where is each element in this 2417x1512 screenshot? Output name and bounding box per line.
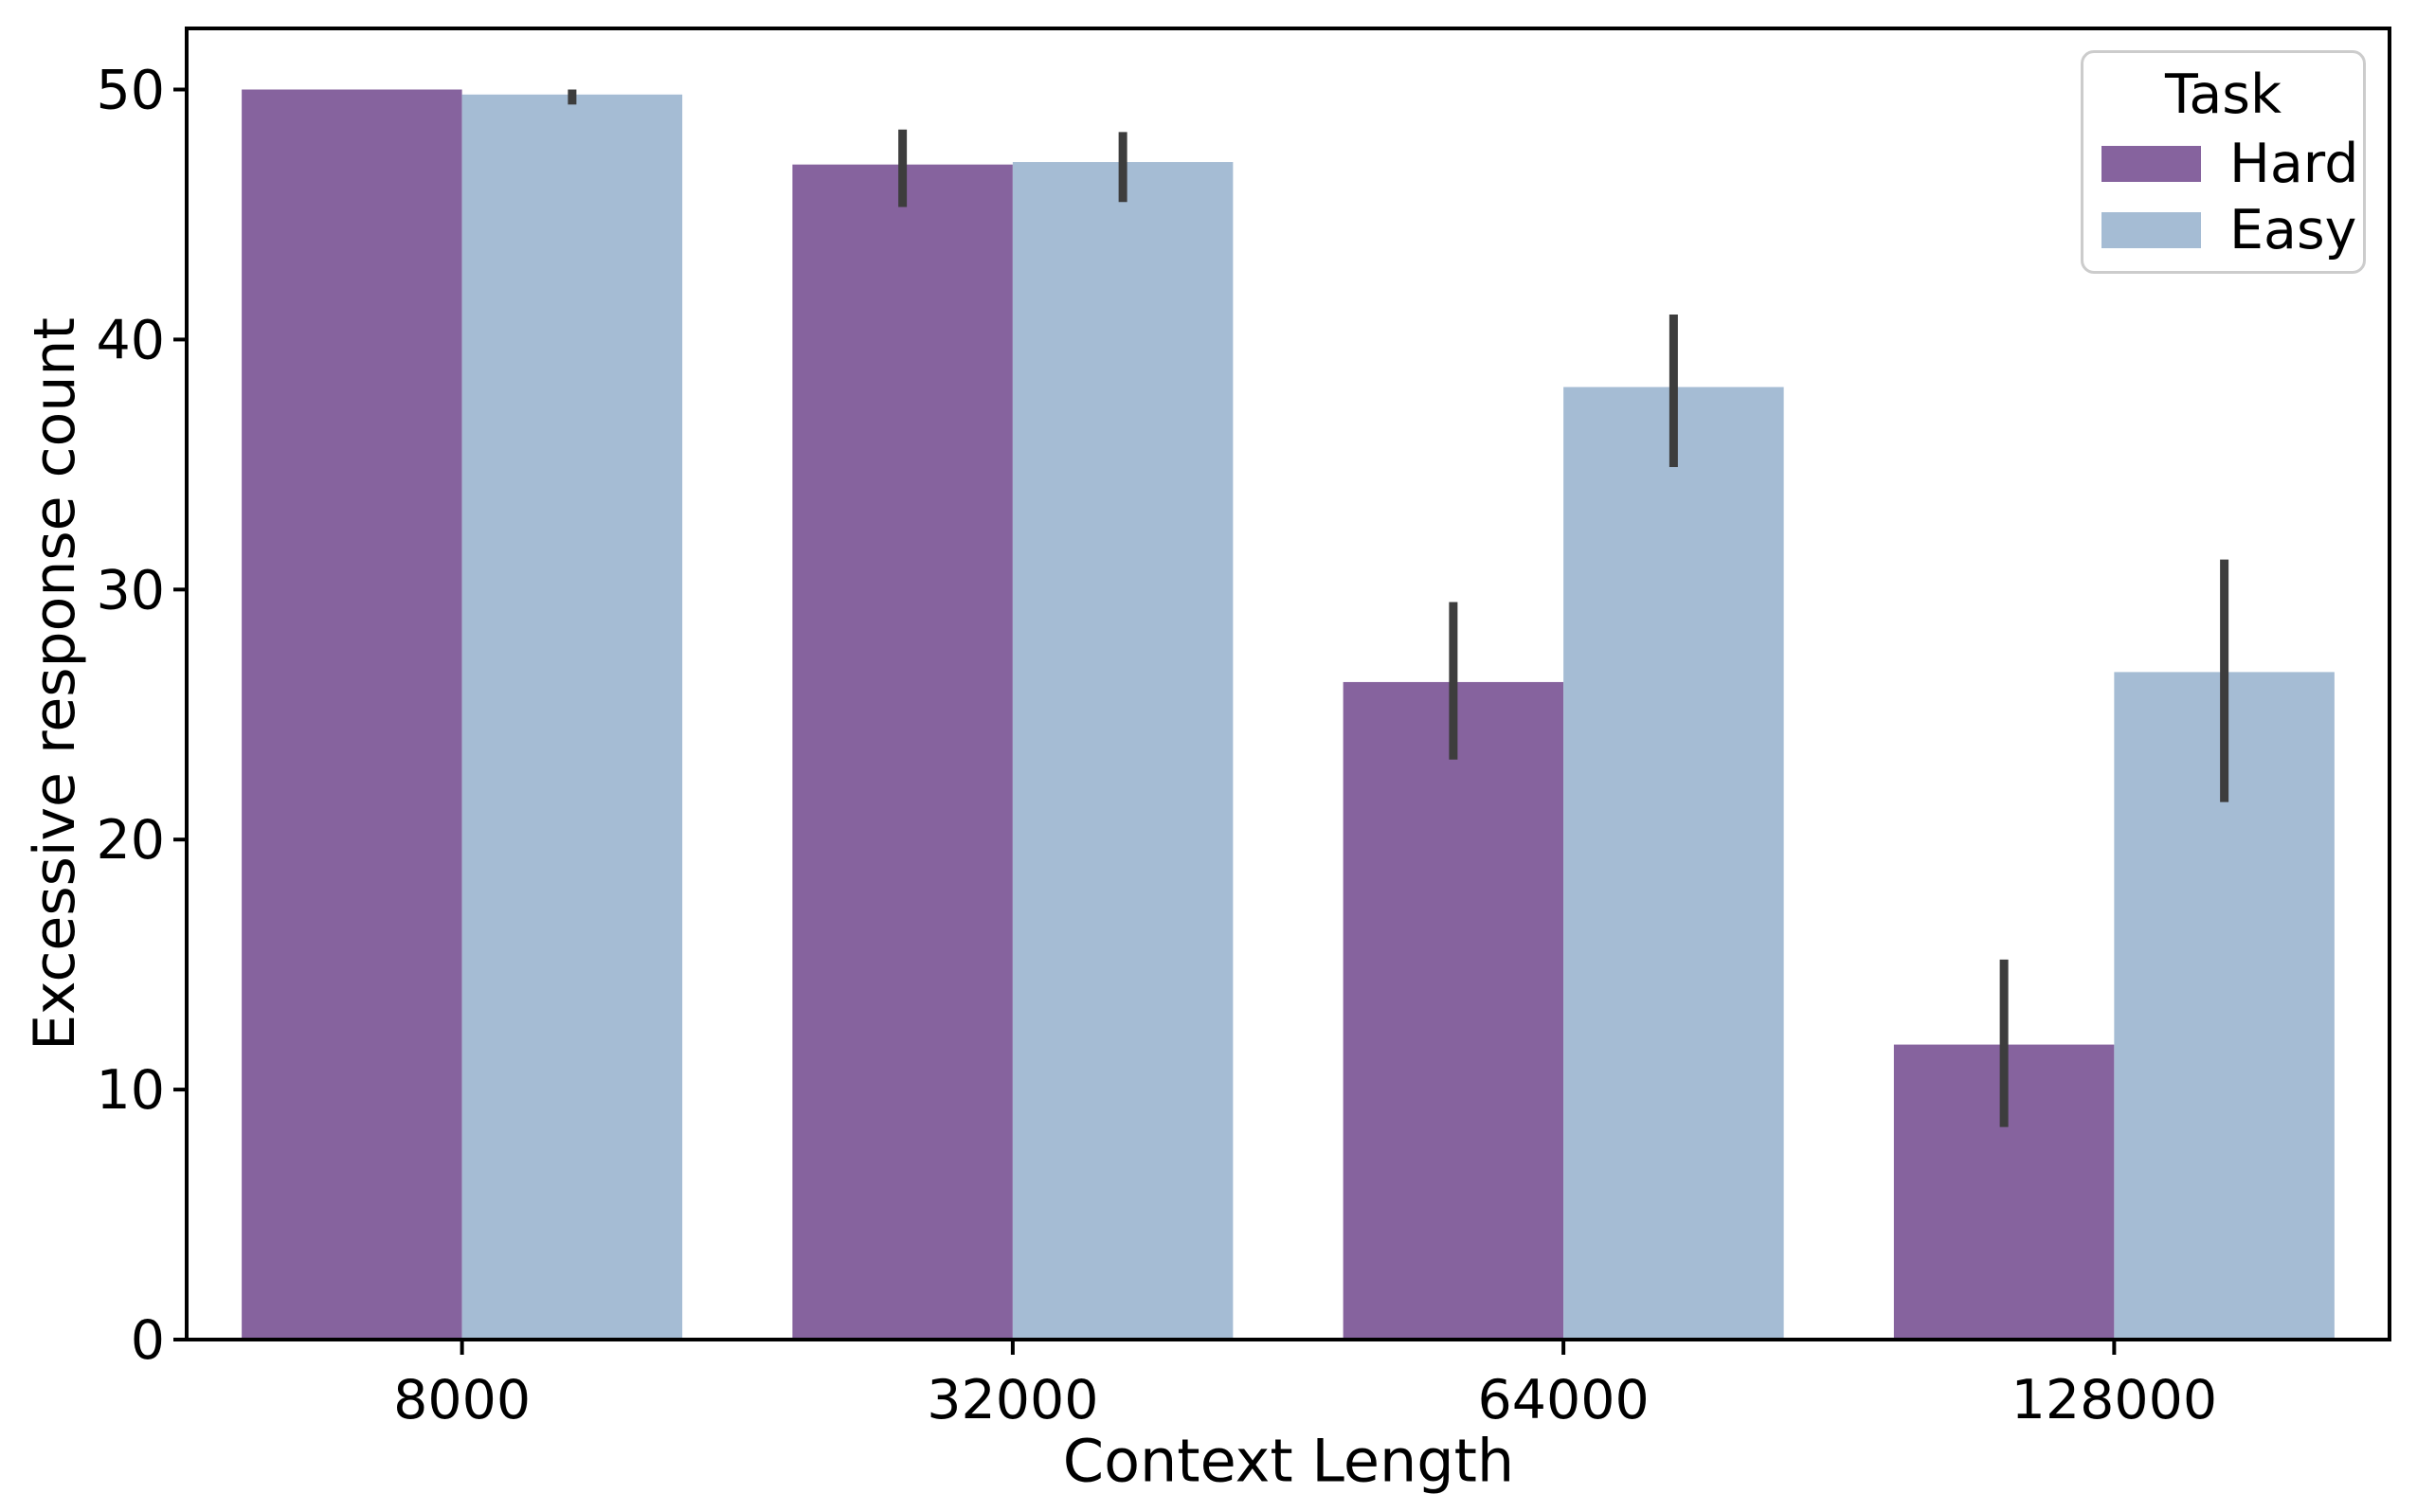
y-axis-title: Excessive response count bbox=[22, 317, 88, 1051]
legend-title: Task bbox=[2164, 63, 2282, 126]
legend: Task Hard Easy bbox=[2081, 50, 2366, 274]
legend-label-easy: Easy bbox=[2229, 199, 2357, 261]
y-tick-label-0: 0 bbox=[131, 1309, 165, 1372]
x-tick-label-32000: 32000 bbox=[927, 1369, 1098, 1431]
y-tick-label-20: 20 bbox=[96, 809, 165, 872]
bar-easy-64000 bbox=[1563, 387, 1784, 1340]
x-tick-label-8000: 8000 bbox=[393, 1369, 531, 1431]
bar-easy-8000 bbox=[461, 94, 683, 1341]
legend-swatch-hard bbox=[2101, 146, 2201, 182]
y-tick-label-30: 30 bbox=[96, 559, 165, 621]
x-tick-label-128000: 128000 bbox=[2011, 1369, 2218, 1431]
y-tick-label-50: 50 bbox=[96, 60, 165, 122]
legend-swatch-easy bbox=[2101, 212, 2201, 248]
legend-item-easy: Easy bbox=[2083, 203, 2363, 258]
y-tick-label-10: 10 bbox=[96, 1059, 165, 1122]
bar-easy-32000 bbox=[1012, 162, 1234, 1340]
bar-hard-64000 bbox=[1343, 681, 1564, 1340]
legend-label-hard: Hard bbox=[2229, 133, 2359, 195]
x-axis-title: Context Length bbox=[1062, 1426, 1515, 1496]
plot-spines bbox=[185, 27, 2391, 1341]
legend-item-hard: Hard bbox=[2083, 136, 2363, 191]
y-tick-label-40: 40 bbox=[96, 309, 165, 371]
bar-hard-8000 bbox=[242, 89, 462, 1340]
bar-hard-32000 bbox=[792, 164, 1013, 1340]
x-tick-label-64000: 64000 bbox=[1477, 1369, 1649, 1431]
